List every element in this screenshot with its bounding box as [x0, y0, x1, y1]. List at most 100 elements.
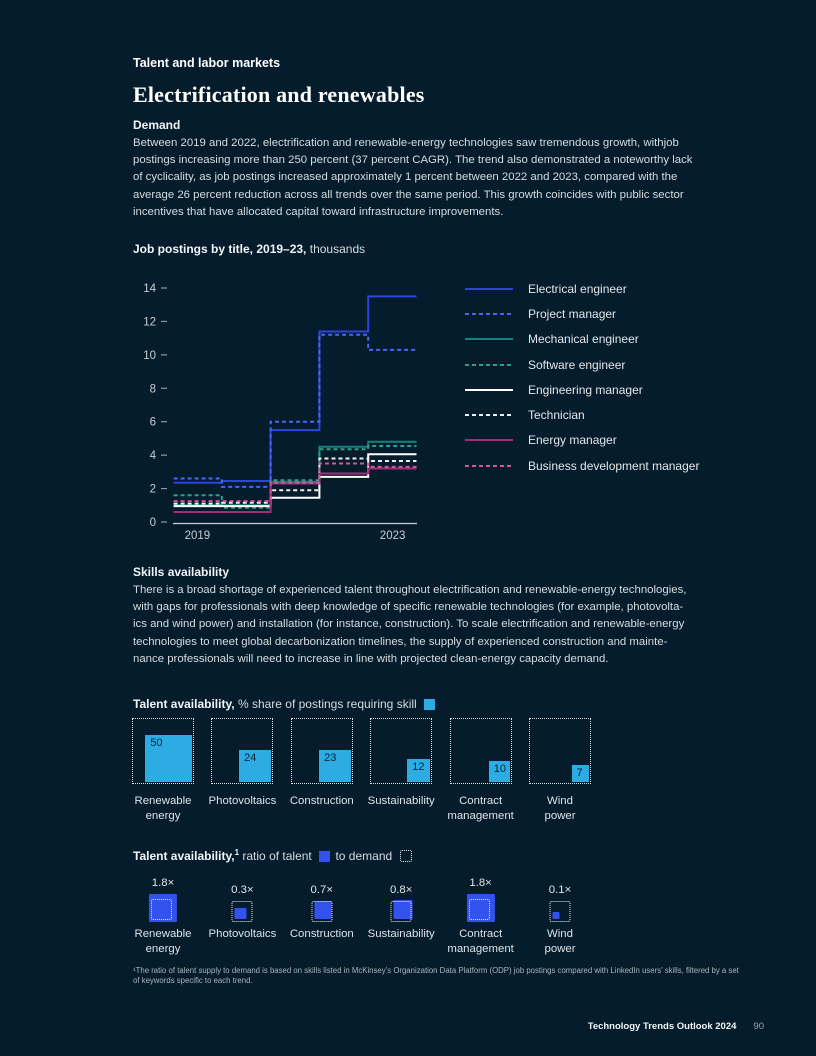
demand-outline-box: 7 — [529, 718, 591, 784]
ratio-value: 0.3× — [231, 884, 254, 896]
demand-square — [549, 901, 571, 922]
share-value: 24 — [244, 751, 257, 764]
ratio-value: 1.8× — [469, 876, 492, 889]
demand-outline-box: 10 — [449, 718, 512, 784]
ratio-category-label: Renewable energy — [134, 928, 192, 955]
legend-item: Electrical engineer — [465, 276, 699, 301]
ratio-square-group — [148, 893, 178, 922]
demand-outline-box: 23 — [290, 718, 353, 784]
ratio-value: 0.1× — [548, 884, 572, 896]
share-item: 23 Construction — [290, 718, 354, 807]
job-chart-title-unit: thousands — [309, 242, 366, 256]
share-value: 23 — [324, 752, 337, 765]
legend-label: Engineering manager — [528, 382, 643, 397]
share-item: 10 Contract management — [447, 718, 514, 822]
ratio-category-label: Photovoltaics — [208, 928, 277, 940]
svg-text:8: 8 — [150, 383, 156, 395]
talent-square — [234, 907, 247, 919]
demand-square — [311, 901, 333, 922]
legend-item: Mechanical engineer — [465, 327, 699, 352]
legend-label: Business development manager — [528, 458, 700, 473]
ratio-square-group — [549, 901, 571, 922]
legend-label: Technician — [528, 408, 585, 423]
legend-swatch-dashed-line-icon — [465, 464, 513, 467]
legend-label: Software engineer — [528, 357, 626, 372]
demand-square — [468, 899, 490, 920]
share-category-label: Construction — [289, 795, 354, 807]
share-item: 24 Photovoltaics — [209, 718, 276, 807]
svg-text:14: 14 — [143, 283, 156, 295]
legend-swatch-dashed-line-icon — [465, 363, 513, 366]
x-tick-2023: 2023 — [380, 530, 406, 542]
skill-legend-square-icon — [424, 698, 436, 710]
ratio-value: 0.7× — [310, 884, 334, 896]
ratio-square-group — [231, 901, 253, 922]
ratio-category-label: Contract management — [447, 928, 514, 955]
svg-text:12: 12 — [143, 316, 156, 328]
x-tick-2019: 2019 — [185, 530, 211, 542]
footer-page-number: 90 — [753, 1021, 764, 1032]
svg-text:6: 6 — [150, 417, 156, 429]
legend-item: Energy manager — [465, 428, 699, 453]
legend-swatch-solid-line-icon — [465, 338, 513, 341]
share-item: 7 Wind power — [529, 718, 591, 822]
ratio-category-label: Sustainability — [367, 928, 435, 940]
legend-label: Energy manager — [528, 433, 617, 448]
legend-item: Engineering manager — [465, 377, 699, 402]
ratio-label-cell: Renewable energy — [132, 927, 194, 963]
share-heading-bold: Talent availability, — [133, 697, 235, 711]
share-value: 7 — [576, 766, 583, 779]
skill-share-square: 10 — [488, 761, 510, 782]
legend-item: Software engineer — [465, 352, 699, 377]
job-chart-title: Job postings by title, 2019–23, thousand… — [133, 242, 365, 256]
legend-swatch-solid-line-icon — [465, 439, 513, 442]
legend-item: Project manager — [465, 301, 699, 326]
ratio-square-group — [311, 901, 333, 922]
talent-legend-square-icon — [319, 850, 331, 862]
ratio-value: 1.8× — [151, 876, 175, 889]
talent-square — [466, 893, 495, 922]
legend-label: Electrical engineer — [528, 281, 627, 296]
legend-item: Technician — [465, 402, 699, 427]
svg-text:4: 4 — [150, 450, 157, 462]
talent-square — [552, 912, 560, 919]
demand-paragraph: Between 2019 and 2022, electrification a… — [133, 137, 693, 218]
svg-text:0: 0 — [150, 517, 156, 529]
share-category-label: Contract management — [447, 795, 514, 822]
ratio-category-label: Wind power — [544, 928, 576, 955]
footnote: ¹The ratio of talent supply to demand is… — [133, 966, 739, 985]
ratio-item: 0.8× — [370, 872, 432, 922]
footer-report-title: Technology Trends Outlook 2024 — [587, 1021, 737, 1032]
series-line-technician — [173, 457, 417, 505]
skills-paragraph: There is a broad shortage of experienced… — [133, 584, 687, 665]
legend-swatch-solid-line-icon — [465, 287, 513, 290]
talent-square — [314, 901, 332, 919]
ratio-label-cell: Sustainability — [367, 927, 435, 963]
ratio-square-group — [466, 893, 495, 922]
demand-square — [150, 899, 172, 920]
ratio-value: 0.8× — [389, 884, 413, 896]
share-category-label: Sustainability — [367, 795, 435, 807]
share-heading-rest: % share of postings requiring skill — [237, 697, 417, 711]
legend-swatch-solid-line-icon — [465, 388, 513, 391]
legend-label: Project manager — [528, 306, 617, 321]
share-category-label: Photovoltaics — [208, 795, 277, 807]
ratio-label-cell: Wind power — [529, 927, 591, 963]
share-value: 10 — [493, 763, 506, 776]
skills-heading: Skills availability — [133, 565, 230, 579]
ratio-label-cell: Photovoltaics — [209, 927, 277, 963]
talent-ratio-chart: 1.8× 0.3× 0.7× 0.8× 1.8× 0.1× — [132, 872, 692, 922]
talent-square — [393, 900, 413, 919]
ratio-label-cell: Contract management — [447, 927, 514, 963]
demand-outline-box: 12 — [370, 718, 433, 784]
job-postings-step-chart: 0 2 4 6 8 10 12 14 2019 2023 — [143, 283, 417, 542]
legend-swatch-dashed-line-icon — [465, 414, 513, 417]
share-item: 12 Sustainability — [368, 718, 435, 807]
ratio-chart-heading: Talent availability,1 ratio of talent to… — [133, 848, 412, 863]
series-line-engineering-manager — [173, 453, 417, 508]
ratio-heading-mid: ratio of talent — [242, 849, 312, 863]
ratio-label-cell: Construction — [290, 927, 354, 963]
share-value: 12 — [412, 761, 425, 774]
ratio-heading-end: to demand — [335, 849, 393, 863]
